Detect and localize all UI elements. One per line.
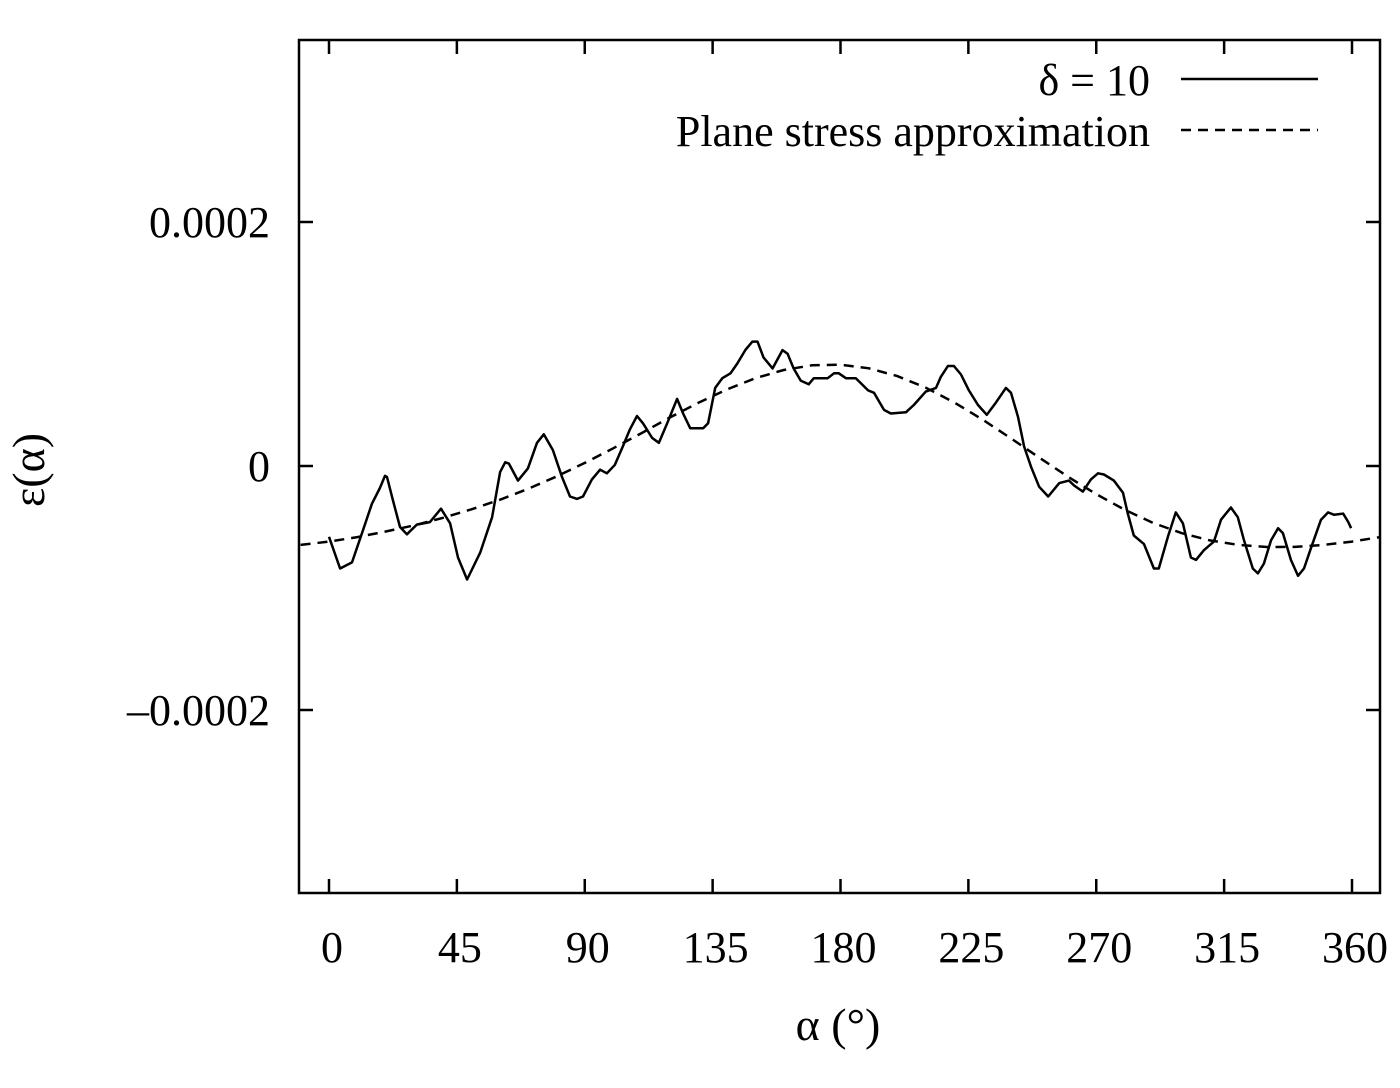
plot-frame [297, 38, 1382, 895]
y-tick-label: –0.0002 [126, 686, 270, 735]
x-tick-label: 270 [1066, 923, 1132, 972]
axis-ticks [299, 40, 1380, 893]
y-axis-label: ε(α) [3, 433, 54, 507]
x-tick-label: 180 [811, 923, 877, 972]
x-tick-label: 0 [321, 923, 343, 972]
legend-label-delta-10: δ = 10 [1038, 56, 1150, 105]
x-tick-label: 225 [938, 923, 1004, 972]
y-tick-label: 0 [248, 442, 270, 491]
y-tick-label: 0.0002 [149, 198, 270, 247]
x-tick-label: 45 [438, 923, 482, 972]
series-plane-stress-dashed-line [300, 363, 1381, 549]
x-tick-label: 360 [1322, 923, 1388, 972]
x-tick-label: 90 [566, 923, 610, 972]
y-tick-labels: 0.0002 0 –0.0002 [126, 198, 270, 735]
series-delta-10-line [327, 340, 1353, 581]
legend: δ = 10 Plane stress approximation [676, 56, 1318, 156]
x-tick-label: 315 [1194, 923, 1260, 972]
x-axis-label: α (°) [796, 999, 881, 1050]
legend-label-plane-stress: Plane stress approximation [676, 107, 1150, 156]
x-tick-labels: 0 45 90 135 180 225 270 315 360 [321, 923, 1388, 972]
x-tick-label: 135 [683, 923, 749, 972]
